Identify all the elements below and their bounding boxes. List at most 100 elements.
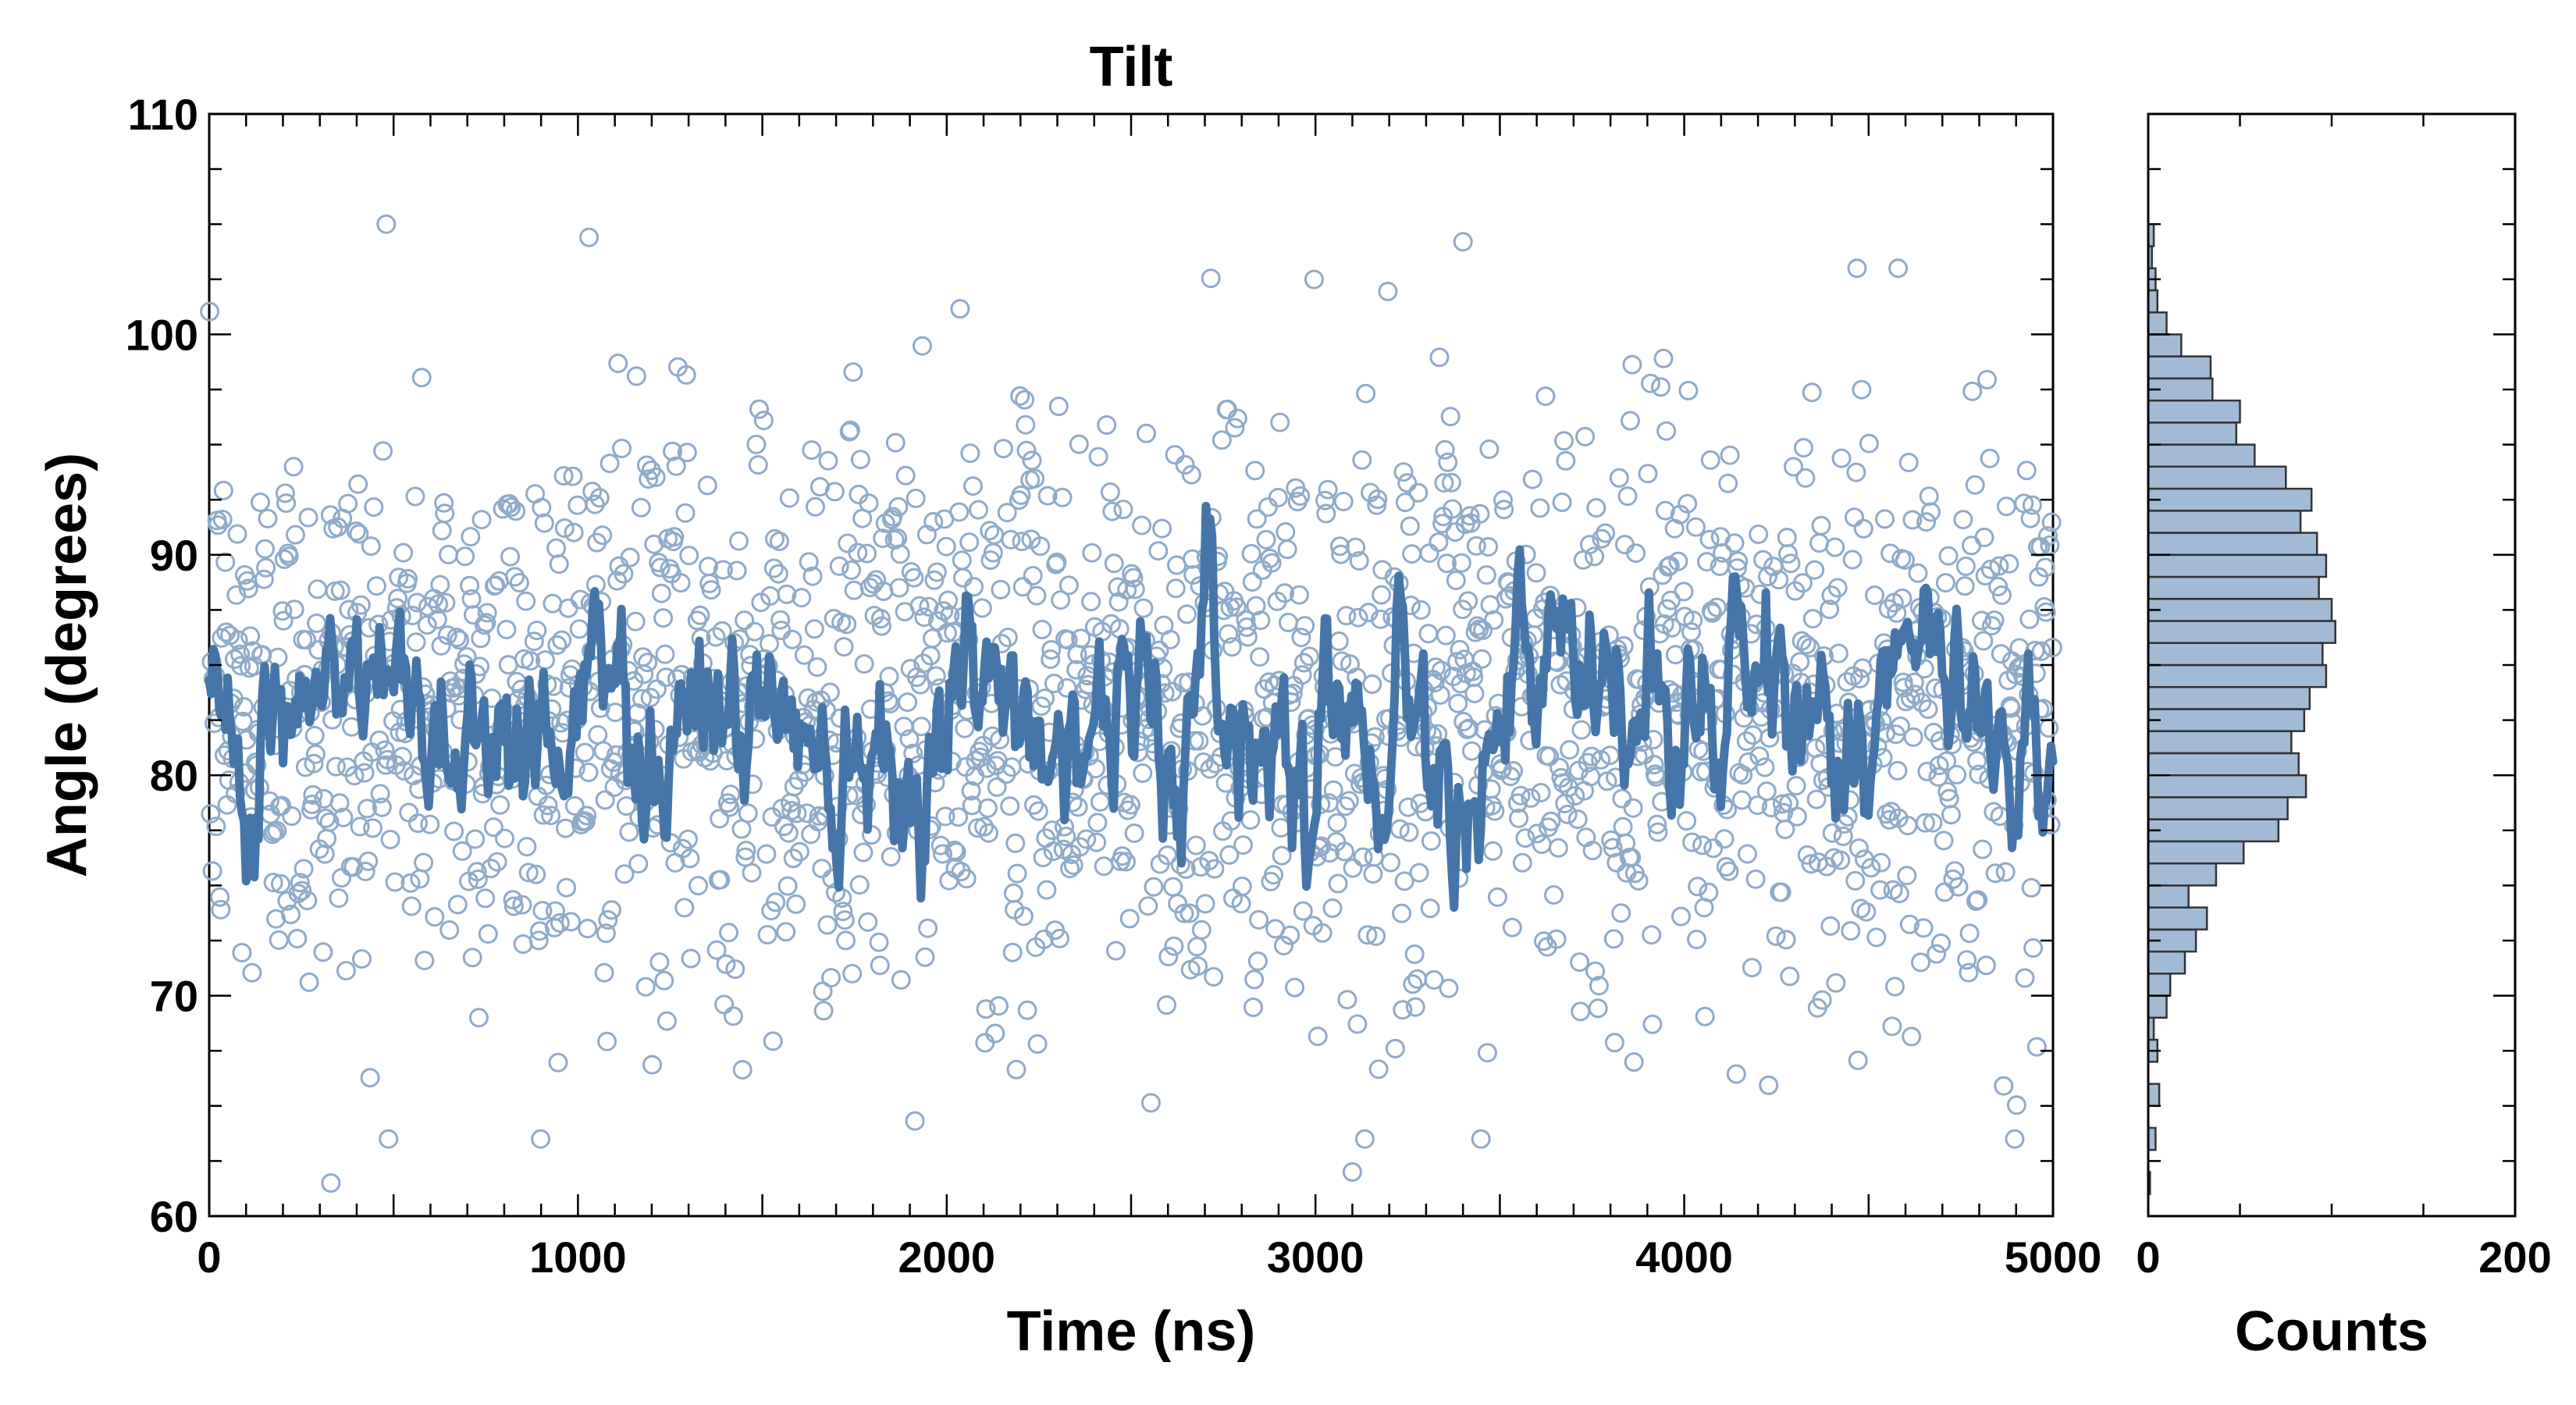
- scatter-point: [955, 718, 975, 738]
- x-tick-labels: 0 1000 2000 3000 4000 5000: [197, 1232, 2101, 1282]
- scatter-point: [1699, 882, 1719, 902]
- scatter-point: [1051, 590, 1071, 610]
- scatter-point: [284, 599, 304, 620]
- histogram-bar: [2147, 663, 2328, 688]
- scatter-point: [501, 497, 521, 518]
- scatter-point: [548, 1052, 568, 1072]
- scatter-point: [2035, 557, 2055, 578]
- scatter-point: [503, 896, 524, 916]
- scatter-point: [1899, 914, 1920, 934]
- scatter-point: [1176, 859, 1196, 879]
- scatter-point: [1913, 918, 1934, 938]
- scatter-point: [1424, 969, 1444, 990]
- scatter-point: [1921, 502, 1941, 522]
- scatter-point: [1026, 585, 1047, 606]
- scatter-point: [1348, 607, 1368, 628]
- scatter-point: [439, 545, 458, 564]
- scatter-point: [1186, 835, 1206, 855]
- scatter-point: [1418, 624, 1439, 644]
- scatter-point: [1204, 966, 1224, 987]
- scatter-point: [1959, 962, 1979, 983]
- scatter-point: [997, 503, 1017, 523]
- scatter-point: [1158, 845, 1178, 866]
- scatter-point: [1509, 808, 1529, 828]
- scatter-point: [2015, 968, 2035, 988]
- scatter-point: [1955, 576, 1975, 596]
- scatter-point: [801, 824, 821, 845]
- scatter-point: [375, 740, 395, 760]
- scatter-point: [1870, 880, 1891, 900]
- scatter-point: [269, 930, 289, 950]
- scatter-point: [1035, 688, 1055, 709]
- scatter-point: [251, 493, 270, 512]
- histogram-bar: [2147, 685, 2311, 710]
- scatter-point: [838, 533, 858, 553]
- scatter-point: [1646, 767, 1667, 787]
- scatter-point: [935, 806, 955, 827]
- scatter-point: [1733, 765, 1753, 785]
- scatter-point: [1087, 813, 1108, 833]
- scatter-point: [275, 483, 295, 503]
- scatter-point: [923, 512, 944, 532]
- scatter-point: [1603, 929, 1624, 949]
- histogram-bar: [2147, 355, 2212, 380]
- scatter-point: [1962, 535, 1981, 556]
- scatter-point: [1882, 1016, 1902, 1037]
- scatter-point: [820, 682, 840, 702]
- scatter-point: [1915, 813, 1935, 833]
- scatter-point: [714, 994, 735, 1015]
- scatter-point: [777, 876, 798, 896]
- scatter-point: [305, 744, 326, 764]
- scatter-point: [889, 578, 909, 598]
- scatter-point: [1556, 450, 1576, 471]
- scatter-point: [778, 823, 799, 843]
- scatter-point: [550, 912, 570, 933]
- scatter-point: [1530, 498, 1550, 518]
- scatter-point: [1548, 838, 1568, 858]
- scatter-point: [1100, 482, 1120, 502]
- scatter-point: [1657, 599, 1678, 619]
- scatter-point: [1088, 446, 1108, 467]
- scatter-point: [1571, 720, 1592, 740]
- scatter-point: [561, 912, 581, 932]
- scatter-point: [973, 735, 993, 756]
- scatter-point: [319, 812, 340, 832]
- scatter-point: [1187, 937, 1207, 957]
- scatter-point: [1622, 354, 1642, 375]
- scatter-point: [366, 576, 386, 596]
- scatter-point: [993, 439, 1013, 459]
- scatter-point: [763, 558, 784, 578]
- scatter-point: [1935, 573, 1955, 593]
- scatter-point: [960, 443, 980, 464]
- scatter-point: [405, 486, 425, 507]
- scatter-point: [1409, 863, 1429, 883]
- scatter-point: [1678, 493, 1698, 514]
- scatter-point: [283, 457, 304, 477]
- scatter-point: [1565, 786, 1585, 806]
- scatter-point: [263, 873, 283, 893]
- scatter-point: [1941, 805, 1961, 825]
- scatter-point: [1871, 852, 1891, 873]
- scatter-point: [1023, 795, 1044, 815]
- scatter-point: [1460, 506, 1480, 526]
- scatter-point: [926, 666, 946, 686]
- scatter-point: [1885, 976, 1905, 997]
- scatter-point: [664, 527, 685, 547]
- scatter-point: [1322, 898, 1343, 918]
- scatter-point: [1007, 863, 1027, 884]
- scatter-point: [1611, 903, 1631, 923]
- scatter-point: [620, 547, 640, 567]
- scatter-point: [873, 528, 893, 549]
- scatter-point: [1478, 1043, 1497, 1063]
- scatter-point: [858, 912, 878, 932]
- scatter-point: [1772, 794, 1792, 814]
- scatter-point: [1256, 529, 1276, 550]
- scatter-point: [854, 654, 874, 674]
- scatter-point: [329, 888, 349, 909]
- scatter-point: [1242, 572, 1262, 592]
- counts-histogram-panel: 0 200 Counts: [2136, 112, 2552, 1363]
- scatter-point: [1850, 668, 1870, 688]
- histogram-bar: [2147, 443, 2256, 468]
- scatter-point: [210, 887, 230, 907]
- scatter-point: [746, 434, 767, 454]
